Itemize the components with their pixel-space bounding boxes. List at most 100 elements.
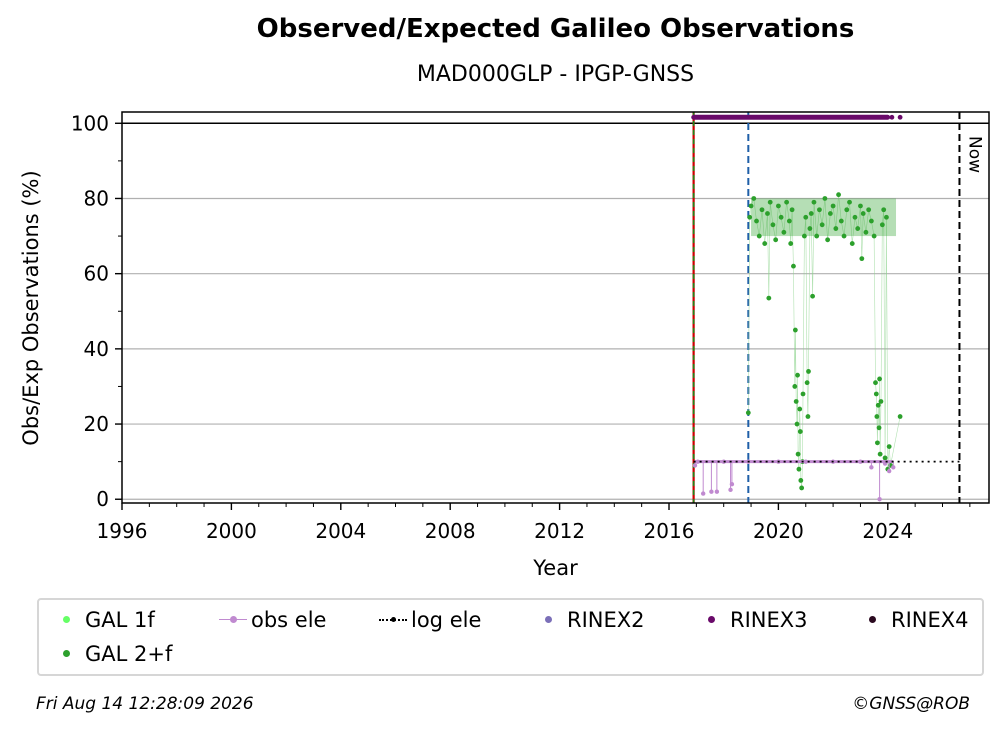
gal-2f-point (801, 233, 807, 239)
gal-2f-point (884, 214, 889, 220)
gal-2f-density-band (751, 198, 897, 237)
y-axis-label: Obs/Exp Observations (%) (19, 170, 43, 445)
gal-2f-point (799, 485, 805, 491)
gal-2f-point (792, 384, 798, 389)
gal-2f-point (878, 399, 884, 404)
x-tick-label: 1996 (97, 519, 148, 543)
gal-2f-point (852, 214, 858, 220)
gal-2f-point (803, 214, 809, 220)
gal-2f-point (819, 222, 825, 228)
gal-2f-point (863, 229, 869, 235)
gal-2f-point (795, 451, 801, 457)
generated-timestamp: Fri Aug 14 12:28:09 2026 (36, 694, 254, 714)
axis-ticks: 1996 2000 2004 2008 2012 2016 2020 2024 0 20 40 60 8… (71, 111, 971, 543)
gal-2f-point (875, 440, 880, 446)
gal-2f-point (860, 211, 866, 216)
gal-2f-point (886, 444, 892, 450)
x-tick-label: 2004 (315, 519, 366, 543)
chart-subtitle: MAD000GLP - IPGP-GNSS (416, 62, 695, 87)
x-tick-label: 2000 (206, 519, 257, 543)
gal-2f-point (762, 241, 768, 246)
y-tick-label: 80 (84, 186, 109, 210)
legend-item-obs-ele: obs ele (219, 608, 326, 632)
gal-2f-point (788, 241, 794, 246)
x-tick-label: 2008 (425, 519, 476, 543)
gal-2f-point (873, 391, 879, 397)
obs-ele-point (858, 459, 863, 464)
chart-title: Observed/Expected Galileo Observations (256, 14, 855, 44)
gal-2f-point (858, 203, 863, 209)
gal-2f-point (748, 203, 754, 209)
gal-2f-point (876, 425, 882, 431)
gal-2f-point (822, 196, 828, 201)
data-points (691, 114, 960, 502)
obs-ele-point (869, 465, 874, 470)
gal-2f-point (873, 380, 878, 386)
gal-2f-point (817, 207, 822, 213)
gal-2f-point (745, 410, 751, 416)
gal-2f-point (879, 222, 885, 228)
series-rinex3 (691, 114, 903, 120)
gal-2f-point (811, 199, 817, 205)
gal-2f-point (754, 218, 759, 224)
gal-2f-point (797, 429, 803, 434)
obs-ele-point (729, 482, 735, 487)
legend-item-gal-1f: GAL 1f (53, 608, 155, 632)
gal-2f-point (766, 295, 772, 301)
gal-2f-point (778, 214, 784, 220)
gal-2f-point (874, 414, 880, 419)
x-tick-label: 2024 (862, 519, 913, 543)
gal-2f-point (791, 263, 796, 269)
legend-item-rinex2: RINEX2 (535, 608, 645, 632)
gal-2f-point (871, 233, 877, 239)
gal-2f-point (814, 233, 820, 239)
gal-2f-point (841, 233, 847, 239)
plot-frame (121, 111, 990, 504)
legend-item-rinex4: RINEX4 (859, 608, 969, 632)
gal-2f-point (781, 229, 787, 235)
reference-lines (122, 112, 989, 503)
gal-2f-point (784, 199, 790, 205)
gal-2f-point (806, 369, 811, 374)
scatter-chart: 1996 2000 2004 2008 2012 2016 2020 2024 0 20 40 60 8… (19, 111, 990, 580)
y-tick-label: 0 (96, 487, 109, 511)
gal-2f-point (770, 222, 776, 228)
legend-item-log-ele: log ele (379, 608, 481, 632)
obs-ele-point (728, 487, 733, 493)
y-tick-label: 40 (84, 337, 109, 361)
gal-2f-point (838, 218, 844, 224)
obs-ele-point (700, 491, 706, 496)
gal-2f-point (825, 237, 831, 243)
gal-2f-point (866, 207, 872, 213)
x-tick-label: 2020 (753, 519, 804, 543)
x-tick-label: 2012 (534, 519, 585, 543)
gal-2f-point (767, 199, 773, 205)
gal-2f-point (792, 327, 798, 333)
obs-ele-point (803, 459, 808, 464)
gal-2f-point (859, 256, 865, 262)
grid-lines (122, 122, 989, 500)
legend-item-rinex3: RINEX3 (698, 608, 808, 632)
obs-ele-point (714, 489, 720, 494)
y-tick-label: 60 (84, 262, 109, 286)
gal-2f-point (868, 218, 874, 224)
gal-2f-point (798, 478, 804, 483)
gal-2f-point (797, 406, 803, 412)
gal-2f-point (877, 451, 883, 457)
gal-2f-point (847, 199, 852, 205)
gal-2f-point (897, 414, 903, 419)
rinex3-point (897, 114, 903, 120)
gal-2f-point (849, 241, 855, 246)
gal-2f-point (759, 207, 765, 213)
gal-2f-point (776, 203, 781, 209)
gal-2f-point (827, 211, 833, 216)
gal-2f-point (773, 237, 779, 243)
now-label: Now (964, 136, 984, 173)
gal-2f-point (855, 226, 861, 231)
obs-ele-point (886, 468, 892, 474)
obs-ele-point (877, 497, 882, 502)
credit-text: ©GNSS@ROB (852, 694, 970, 714)
y-tick-label: 100 (71, 111, 109, 135)
gal-2f-point (836, 192, 841, 198)
gal-2f-point (881, 207, 887, 213)
